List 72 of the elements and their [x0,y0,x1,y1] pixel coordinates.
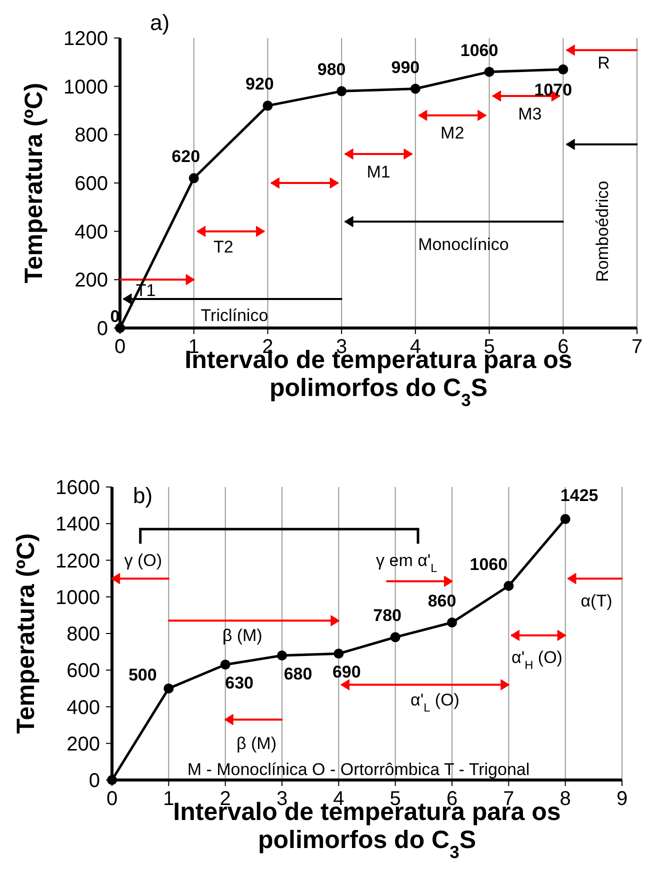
data-label: 0 [110,307,120,326]
y-tick-label: 800 [74,124,108,147]
data-label: 920 [246,74,274,94]
data-label: 500 [128,665,157,684]
annotation: Romboédrico [593,180,612,282]
data-label: 1425 [560,486,598,506]
y-tick-label: 600 [74,173,108,195]
annotation: α(T) [580,592,612,611]
point [115,323,125,333]
x-tick-label: 9 [616,788,628,810]
x-tick-label: 8 [560,788,571,810]
data-label: 780 [373,606,402,626]
point [390,632,400,642]
x-tick-label: 7 [631,336,643,358]
x-tick-label: 0 [114,336,126,358]
chart-title: a) [150,10,170,35]
annotation: Triclínico [200,306,268,326]
annotation: M2 [440,124,464,144]
annotation: T2 [213,238,234,257]
annotation: β (M) [222,626,262,646]
annotation: α'$_{L}$ (O) [410,690,460,714]
point [262,100,273,111]
y-tick-label: 800 [66,624,100,646]
y-tick-label: 1000 [64,76,108,98]
y-axis-title: Temperatura (ºC) [20,82,48,284]
annotation: γ em α'$_{L}$ [376,552,438,576]
chart-title: b) [133,483,153,508]
annotation: M3 [518,104,542,124]
point [447,618,457,628]
annotation: γ (O) [124,552,162,571]
point [560,514,570,524]
data-label: 690 [332,662,361,682]
point [558,64,568,74]
y-tick-label: 1200 [56,550,100,572]
annotation: R [598,54,610,74]
y-tick-label: 400 [66,696,100,719]
annotation: Monoclínico [418,235,509,254]
y-tick-label: 1200 [64,28,108,50]
data-label: 980 [317,60,346,80]
data-label: 1060 [470,554,508,574]
point [484,66,494,77]
data-label: 620 [172,147,200,166]
annotation: β (M) [236,734,276,754]
data-label: 1070 [534,80,572,100]
y-tick-label: 0 [88,770,100,792]
y-tick-label: 1000 [56,586,100,609]
point [410,84,420,94]
point [107,775,117,785]
point [164,683,174,694]
data-label: 860 [428,592,456,611]
point [277,650,287,660]
annotation: M1 [366,162,390,182]
annotation: M - Monoclínica O - Ortorrômbica T - Trigonal [187,760,530,780]
point [188,173,199,184]
data-label: 630 [225,674,254,693]
y-tick-label: 400 [74,221,108,244]
y-tick-label: 600 [66,660,100,682]
x-tick-label: 1 [163,788,174,810]
data-label: 680 [284,664,312,684]
point [504,580,514,591]
y-tick-label: 1400 [56,514,100,536]
y-axis-title: Temperatura (ºC) [12,533,40,734]
point [336,86,347,96]
annotation: α'$_{H}$ (O) [512,648,562,672]
point [220,660,230,670]
y-tick-label: 200 [74,270,108,292]
data-label: 990 [391,58,420,77]
y-tick-label: 1600 [56,477,100,499]
data-label: 1060 [460,40,498,60]
y-tick-label: 0 [96,318,108,340]
y-tick-label: 200 [66,733,100,756]
point [334,648,344,659]
